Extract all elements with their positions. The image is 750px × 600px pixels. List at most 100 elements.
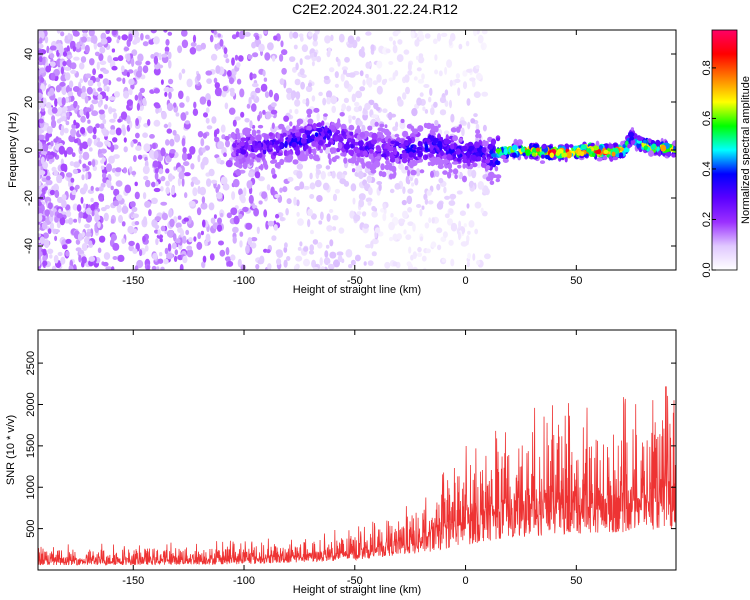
heatmap-noise-cell	[95, 187, 100, 192]
heatmap-noise-cell	[368, 99, 375, 106]
heatmap-noise-cell	[97, 87, 103, 92]
x-tick-label: -50	[347, 275, 363, 287]
heatmap-ridge-cell	[296, 118, 304, 125]
heatmap-noise-cell	[360, 50, 366, 58]
heatmap-noise-cell	[263, 77, 268, 82]
heatmap-noise-cell	[454, 78, 461, 83]
heatmap-noise-cell	[77, 233, 83, 241]
heatmap-ridge-cell	[312, 154, 320, 161]
heatmap-noise-cell	[145, 34, 150, 40]
heatmap-noise-cell	[413, 76, 418, 81]
heatmap-noise-cell	[430, 241, 437, 248]
heatmap-noise-cell	[447, 218, 453, 226]
heatmap-noise-cell	[144, 156, 148, 162]
heatmap-noise-cell	[202, 219, 206, 228]
heatmap-ridge-cell	[545, 154, 549, 160]
heatmap-noise-cell	[250, 242, 257, 249]
heatmap-noise-cell	[309, 53, 315, 58]
heatmap-noise-cell	[95, 123, 101, 128]
heatmap-noise-cell	[462, 70, 468, 77]
heatmap-noise-cell	[286, 198, 292, 205]
heatmap-ridge-cell	[367, 125, 373, 131]
heatmap-ridge-cell	[247, 144, 252, 152]
heatmap-noise-cell	[156, 266, 160, 270]
heatmap-noise-cell	[481, 42, 485, 51]
heatmap-noise-cell	[299, 181, 305, 190]
heatmap-noise-cell	[143, 175, 149, 181]
heatmap-ridge-cell	[284, 140, 288, 149]
heatmap-noise-cell	[137, 154, 143, 160]
heatmap-noise-cell	[142, 132, 149, 138]
heatmap-noise-cell	[38, 180, 42, 187]
heatmap-noise-cell	[121, 238, 126, 244]
x-tick-label: -150	[122, 575, 144, 587]
heatmap-noise-cell	[270, 102, 277, 108]
heatmap-noise-cell	[271, 55, 276, 62]
heatmap-ridge-cell	[357, 139, 364, 147]
heatmap-ridge-cell	[660, 144, 667, 152]
heatmap-noise-cell	[424, 198, 429, 205]
heatmap-noise-cell	[97, 94, 103, 101]
heatmap-noise-cell	[340, 73, 345, 82]
heatmap-ridge-cell	[413, 128, 419, 135]
heatmap-noise-cell	[177, 177, 181, 187]
heatmap-noise-cell	[38, 96, 41, 102]
heatmap-noise-cell	[381, 79, 387, 86]
heatmap-ridge-cell	[475, 152, 480, 157]
heatmap-noise-cell	[296, 199, 300, 207]
heatmap-noise-cell	[347, 43, 354, 48]
heatmap-noise-cell	[72, 86, 80, 92]
heatmap-ridge-cell	[317, 139, 324, 146]
heatmap-ridge-cell	[446, 153, 452, 161]
heatmap-ridge-cell	[311, 141, 316, 147]
heatmap-noise-cell	[199, 96, 207, 105]
heatmap-noise-cell	[72, 189, 77, 195]
heatmap-noise-cell	[358, 193, 366, 201]
heatmap-noise-cell	[284, 242, 288, 249]
heatmap-ridge-cell	[313, 107, 320, 113]
heatmap-noise-cell	[448, 200, 456, 206]
heatmap-ridge-cell	[439, 145, 443, 151]
heatmap-noise-cell	[392, 126, 398, 132]
heatmap-ridge-cell	[262, 148, 267, 155]
heatmap-noise-cell	[159, 252, 163, 257]
heatmap-ridge-cell	[466, 151, 470, 159]
heatmap-noise-cell	[109, 96, 116, 101]
heatmap-noise-cell	[92, 165, 98, 171]
heatmap-noise-cell	[95, 77, 101, 83]
heatmap-noise-cell	[160, 186, 164, 192]
heatmap-noise-cell	[330, 95, 338, 105]
heatmap-noise-cell	[62, 244, 68, 250]
heatmap-ridge-cell	[264, 163, 269, 170]
heatmap-noise-cell	[266, 249, 271, 254]
heatmap-noise-cell	[142, 192, 147, 200]
heatmap-ridge-cell	[394, 133, 400, 138]
heatmap-ridge-cell	[672, 140, 676, 147]
heatmap-noise-cell	[448, 208, 454, 214]
heatmap-noise-cell	[367, 201, 372, 206]
heatmap-noise-cell	[392, 44, 398, 54]
heatmap-noise-cell	[61, 194, 67, 201]
heatmap-ridge-cell	[458, 124, 462, 129]
heatmap-noise-cell	[247, 237, 253, 246]
heatmap-noise-cell	[359, 86, 366, 92]
heatmap-ridge-cell	[356, 149, 361, 154]
heatmap-ridge-cell	[351, 168, 356, 173]
heatmap-noise-cell	[131, 49, 138, 56]
heatmap-ridge-cell	[410, 169, 417, 176]
colorbar-tick-label: 0.6	[701, 111, 713, 126]
heatmap-noise-cell	[193, 101, 197, 109]
heatmap-noise-cell	[252, 52, 259, 58]
heatmap-noise-cell	[63, 127, 69, 134]
heatmap-ridge-cell	[381, 153, 387, 158]
heatmap-noise-cell	[102, 78, 110, 86]
heatmap-noise-cell	[358, 105, 363, 112]
heatmap-noise-cell	[177, 167, 182, 173]
heatmap-ridge-cell	[630, 139, 636, 145]
heatmap-noise-cell	[64, 150, 68, 158]
heatmap-noise-cell	[68, 80, 74, 88]
heatmap-noise-cell	[105, 30, 110, 35]
heatmap-noise-cell	[65, 172, 73, 178]
heatmap-noise-cell	[245, 244, 250, 254]
heatmap-noise-cell	[343, 80, 350, 89]
